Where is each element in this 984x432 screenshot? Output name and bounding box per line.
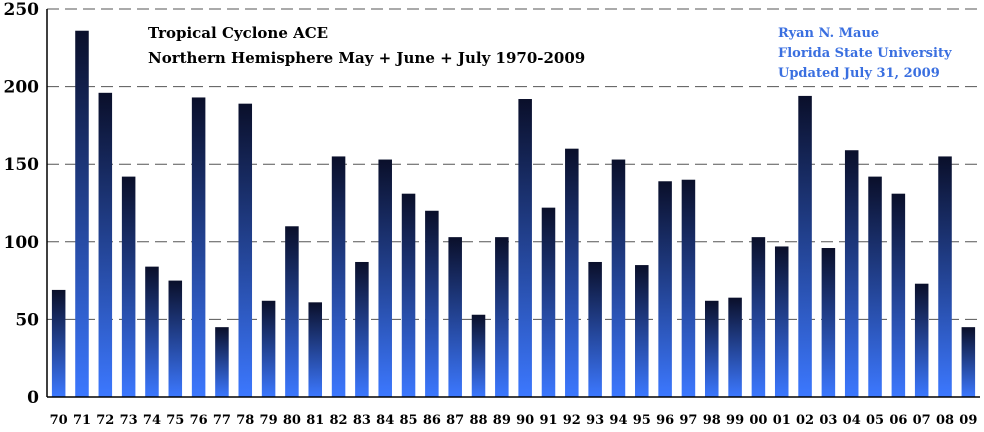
x-tick-label: 84 [376,413,394,428]
x-tick-label: 92 [563,413,581,428]
x-tick-label: 88 [469,413,487,428]
axes [46,9,980,398]
bar [145,266,159,397]
credits: Ryan N. Maue Florida State University Up… [778,26,952,81]
bar [98,92,113,398]
x-tick-label: 76 [190,413,208,428]
bar [355,261,369,397]
x-tick-label: 90 [516,413,534,428]
x-tick-label: 97 [679,413,697,428]
bar [75,30,89,398]
bar [891,193,906,397]
bar [51,289,66,397]
x-tick-label: 78 [236,413,254,428]
x-tick-label: 07 [913,413,931,428]
bar [168,280,183,397]
bar [751,237,766,397]
bars [51,30,976,398]
x-tick-label: 95 [633,413,651,428]
bar [191,97,206,398]
bar [938,156,952,397]
x-tick-label: 83 [353,413,371,428]
y-tick-label: 250 [4,0,40,20]
bar [635,265,649,397]
bar [611,159,626,397]
bar [541,207,556,397]
bar [331,156,346,397]
bar [238,103,253,397]
x-tick-label: 94 [609,413,627,428]
x-tick-label: 08 [936,413,954,428]
bar [658,181,672,397]
bar [378,159,392,397]
bar [821,248,836,397]
bar [471,314,486,397]
bar [961,327,976,397]
bar [215,327,229,397]
x-tick-labels: 70 71 72 73 74 75 76 77 78 79 80 81 82 83 84 85 86 87 88 89… [50,413,978,428]
title-line-1: Tropical Cyclone ACE [148,24,328,42]
x-tick-label: 05 [866,413,884,428]
x-tick-label: 75 [166,413,184,428]
bar [495,237,509,397]
x-tick-label: 98 [703,413,721,428]
bar [704,300,719,397]
credit-affiliation: Florida State University [778,46,952,61]
x-tick-label: 70 [50,413,68,428]
x-tick-label: 09 [959,413,977,428]
x-tick-label: 74 [143,413,161,428]
bar [518,99,532,398]
bar [914,283,929,397]
credit-author: Ryan N. Maue [778,26,879,41]
x-tick-label: 71 [73,413,91,428]
x-tick-label: 00 [749,413,767,428]
bar [261,300,276,397]
title-line-2: Northern Hemisphere May + June + July 19… [148,49,585,67]
bar [401,193,416,397]
x-tick-label: 91 [539,413,557,428]
x-tick-label: 79 [260,413,278,428]
y-tick-label: 150 [4,155,40,175]
bar [448,237,462,397]
x-tick-label: 73 [120,413,138,428]
x-tick-label: 99 [726,413,744,428]
credit-updated: Updated July 31, 2009 [778,66,940,81]
x-tick-label: 01 [773,413,791,428]
x-tick-label: 81 [306,413,324,428]
bar [681,179,696,397]
x-tick-label: 02 [796,413,814,428]
bar [774,246,789,397]
x-tick-label: 04 [843,413,861,428]
bar [121,176,136,397]
y-tick-label: 50 [15,310,39,330]
y-tick-label: 200 [4,78,40,98]
bar [588,261,602,397]
x-tick-label: 96 [656,413,674,428]
y-tick-label: 0 [27,388,39,408]
x-tick-label: 03 [819,413,837,428]
bar [844,150,859,397]
x-tick-label: 82 [330,413,348,428]
bar [868,176,882,397]
x-tick-label: 72 [96,413,114,428]
y-tick-labels: 0 50 100 150 200 250 [4,0,40,408]
bar [425,210,439,397]
bar [728,297,742,397]
x-tick-label: 86 [423,413,441,428]
chart-title: Tropical Cyclone ACE Northern Hemisphere… [148,24,585,67]
bar [798,95,812,398]
x-tick-label: 89 [493,413,511,428]
x-tick-label: 87 [446,413,464,428]
bar [285,226,299,397]
x-tick-label: 06 [889,413,907,428]
bar [308,302,323,397]
x-tick-label: 77 [213,413,231,428]
x-tick-label: 93 [586,413,604,428]
bar [565,148,579,397]
x-tick-label: 85 [399,413,417,428]
x-tick-label: 80 [283,413,301,428]
y-tick-label: 100 [4,233,40,253]
